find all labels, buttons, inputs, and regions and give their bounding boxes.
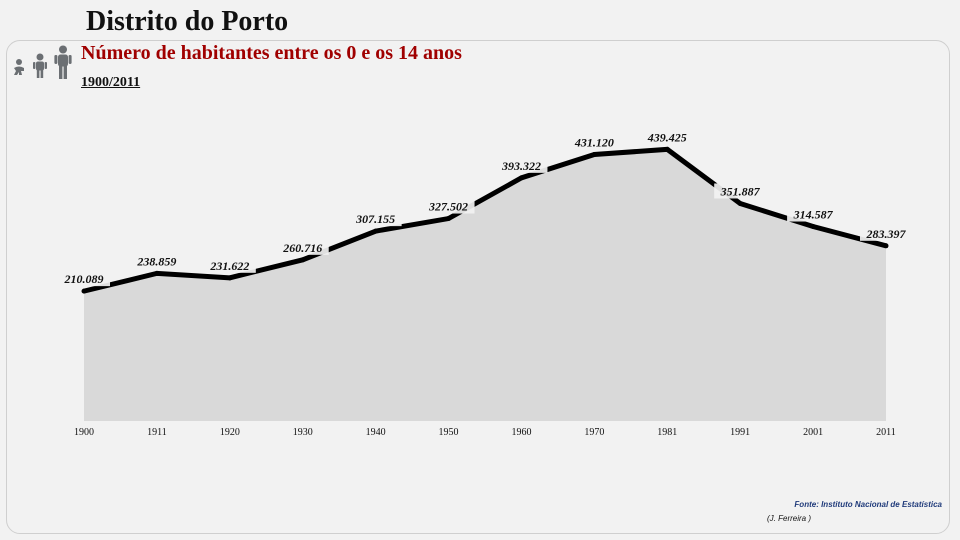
x-tick-label: 1981 [657,427,677,438]
data-point [737,200,743,206]
data-label-bg [203,257,256,273]
data-label: 238.859 [136,254,176,268]
x-tick-label: 1930 [293,427,313,438]
page-title: Distrito do Porto [86,6,289,37]
data-point [373,228,379,234]
data-label-bg [860,225,912,241]
data-label: 431.120 [574,135,614,149]
data-label: 210.089 [64,272,104,286]
people-icons [14,45,72,79]
data-label-bg [714,183,767,199]
data-label: 307.155 [355,212,395,226]
data-point [664,146,670,152]
data-label: 231.622 [209,259,249,273]
adult-icon [54,45,72,79]
data-point [446,216,452,222]
data-point [300,257,306,263]
data-label-bg [58,271,110,287]
x-tick-label: 1940 [366,427,386,438]
source-note: Fonte: Instituto Nacional de Estatística [794,500,942,509]
x-tick-label: 1960 [511,427,531,438]
data-label-bg [495,157,548,173]
x-tick-label: 1950 [439,427,459,438]
data-label-bg [568,134,621,150]
chart-subtitle: Número de habitantes entre os 0 e os 14 … [81,42,462,64]
data-label: 351.887 [720,184,761,198]
x-tick-label: 1970 [584,427,604,438]
x-tick-label: 2011 [876,427,896,438]
data-label-bg [422,198,475,214]
data-label: 260.716 [282,241,322,255]
data-label: 327.502 [428,200,468,214]
data-point [810,224,816,230]
x-tick-label: 2001 [803,427,823,438]
baby-icon [14,59,24,75]
data-label-bg [787,206,840,222]
author-note: (J. Ferreira ) [767,514,811,523]
data-label-bg [276,239,329,255]
data-label: 393.322 [501,159,541,173]
data-label-bg [349,211,402,227]
child-icon [33,53,47,78]
data-point [883,243,889,249]
data-point [591,151,597,157]
data-label: 314.587 [793,208,834,222]
data-point [518,175,524,181]
x-tick-label: 1991 [730,427,750,438]
data-point [81,288,87,294]
series-line [83,146,887,294]
period-label: 1900/2011 [81,75,141,90]
data-label: 283.397 [866,227,907,241]
area-fill [84,149,886,421]
x-tick-label: 1911 [147,427,167,438]
x-tick-label: 1920 [220,427,240,438]
data-point [227,275,233,281]
data-label-bg [130,253,183,269]
data-label-bg [641,129,694,145]
x-tick-label: 1900 [74,427,94,438]
data-point [154,270,160,276]
data-label: 439.425 [647,130,687,144]
